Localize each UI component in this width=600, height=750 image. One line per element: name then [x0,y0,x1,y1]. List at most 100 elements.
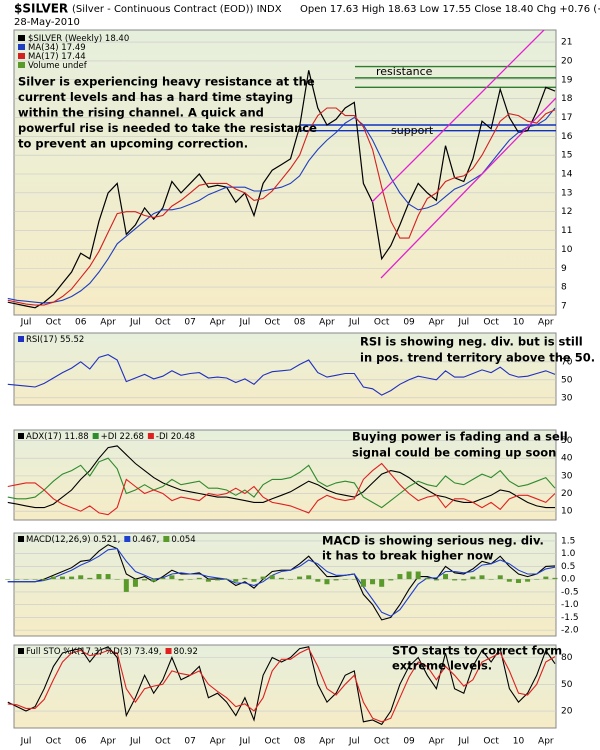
x-tick-label: 06 [75,318,87,328]
x-tick-label: Jul [20,737,32,747]
y-tick-label: 11 [561,226,572,236]
series-line [7,354,556,396]
histogram-bar [5,579,11,580]
x-tick-label: Oct [46,318,62,328]
legend-swatch [124,536,131,542]
y-tick-label: 40 [561,454,573,464]
annotation: current levels and has a hard time stayi… [18,90,293,104]
series-line [7,462,556,516]
x-tick-label: Jul [238,318,250,328]
x-tick-label: 10 [513,318,525,328]
annotation: Silver is experiencing heavy resistance … [18,75,315,89]
y-tick-label: 50 [561,436,573,446]
x-tick-label: Apr [429,318,445,328]
series-line [7,548,556,617]
histogram-bar [105,574,111,580]
legend-label: MACD(12,26,9) 0.521, [26,535,120,545]
x-tick-label: 09 [403,737,415,747]
x-tick-label: Apr [429,737,445,747]
chart-subtitle: (Silver - Continuous Contract (EOD)) IND… [72,4,282,15]
legend-swatch [18,44,25,50]
histogram-bar [132,579,138,587]
x-tick-label: 10 [513,737,525,747]
histogram-bar [497,575,503,580]
legend-label: MA(34) 17.49 [28,43,86,53]
y-tick-label: 20 [561,489,573,499]
x-tick-label: Apr [100,318,116,328]
histogram-bar [306,575,312,580]
histogram-bar [379,579,385,587]
y-tick-label: 18 [561,94,573,104]
x-tick-label: Apr [210,318,226,328]
histogram-bar [506,579,512,582]
annotation: MACD is showing serious neg. div. [322,534,544,548]
x-tick-label: Oct [46,737,62,747]
annotation: in pos. trend territory above the 50. [360,351,595,365]
legend-swatch [18,433,24,439]
x-tick-label: Apr [319,737,335,747]
series-line [7,107,556,304]
x-tick-label: 08 [294,737,306,747]
histogram-bar [269,575,275,580]
x-tick-label: Oct [155,318,171,328]
histogram-bar [333,579,339,581]
y-tick-label: -1.5 [561,613,579,623]
histogram-bar [69,576,75,580]
y-tick-label: 9 [561,264,567,274]
x-tick-label: 09 [403,318,415,328]
x-tick-label: Apr [319,318,335,328]
y-tick-label: 20 [561,56,573,66]
histogram-bar [388,579,394,581]
annotation: RSI is showing neg. div. but is still [360,335,583,349]
x-tick-label: 07 [184,737,195,747]
y-tick-label: -1.0 [561,600,579,610]
y-tick-label: 7 [561,301,567,311]
y-tick-label: 10 [561,245,573,255]
histogram-bar [14,579,20,580]
histogram-bar [324,579,330,585]
panel-background [13,332,557,406]
histogram-bar [543,576,549,580]
series-line [7,646,556,726]
legend-swatch [147,433,154,439]
y-tick-label: 16 [561,132,573,142]
histogram-bar [552,577,558,580]
y-tick-label: 80 [561,653,573,663]
histogram-bar [370,579,376,585]
legend-swatch [92,433,99,439]
histogram-bar [142,579,148,581]
channel [371,30,556,279]
histogram-bar [242,577,248,580]
x-tick-label: Apr [538,737,554,747]
legend-swatch [18,53,25,59]
histogram-bar [470,576,476,580]
histogram-bar [525,579,531,582]
legend-label: Volume undef [28,61,88,71]
legend-label: 0.054 [171,535,195,545]
y-tick-label: 1.5 [561,536,575,546]
histogram-bar [479,575,485,580]
x-tick-label: Oct [264,737,280,747]
panels: 7 8 9 10 11 12 13 14 15 16 17 18 19 20 21 resistance sup… [5,29,595,747]
legend-label: ADX(17) 11.88 [26,432,89,442]
y-tick-label: 13 [561,188,572,198]
histogram-bar [315,579,321,582]
x-tick-label: Oct [483,318,499,328]
legend-swatch [18,35,25,41]
y-tick-label: 0.0 [561,575,576,585]
histogram-bar [196,577,202,580]
histogram-bar [178,579,184,581]
histogram-bar [187,579,193,580]
legend-swatch [165,648,172,654]
y-tick-label: 15 [561,151,572,161]
y-tick-label: 0.5 [561,562,575,572]
legend-swatch [163,536,170,542]
histogram-bar [515,579,521,583]
histogram-bar [160,577,166,580]
x-tick-label: Apr [210,737,226,747]
y-tick-label: 20 [561,707,573,717]
y-tick-label: 1.0 [561,549,576,559]
x-tick-label: Apr [100,737,116,747]
x-tick-label: 06 [75,737,87,747]
